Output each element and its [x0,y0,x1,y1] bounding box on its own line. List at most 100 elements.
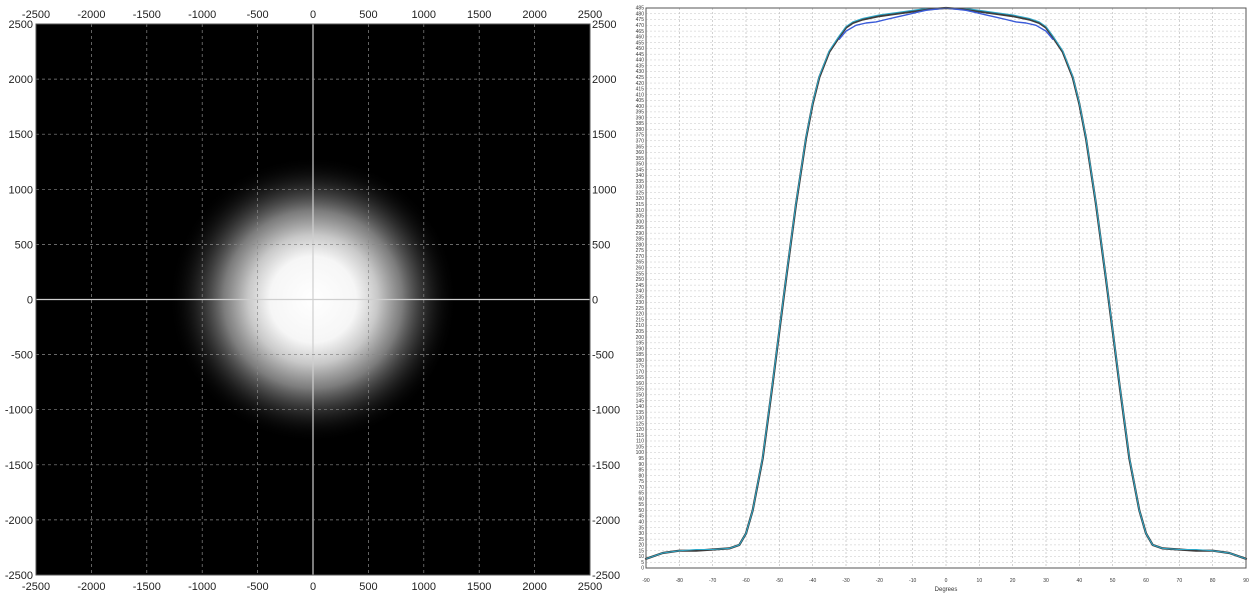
profile-y-tick-label: 385 [636,121,645,127]
profile-y-tick-label: 120 [636,427,645,433]
profile-y-tick-label: 470 [636,23,645,29]
heatmap-y-tick-label-left: -2500 [5,570,33,582]
heatmap-x-tick-label-top: 1000 [412,9,436,21]
profile-x-tick-label: -80 [676,578,683,584]
profile-y-tick-label: 220 [636,312,645,318]
profile-y-tick-label: 295 [636,225,645,231]
heatmap-x-tick-label-top: 500 [359,9,377,21]
profile-y-tick-label: 240 [636,289,645,295]
profile-x-tick-label: 50 [1110,578,1116,584]
profile-y-tick-label: 80 [638,473,644,479]
heatmap-y-tick-label-left: 2000 [9,74,33,86]
profile-y-tick-label: 75 [638,479,644,485]
profile-y-tick-label: 335 [636,179,645,185]
heatmap-x-tick-label-top: -500 [247,9,269,21]
heatmap-y-tick-label-left: 500 [15,239,33,251]
heatmap-x-tick-label-top: -2500 [22,9,50,21]
profile-y-tick-label: 35 [638,525,644,531]
intensity-profile-chart: -90 -80 -70 -60 -50 -40 -30 -20 -10 0 10 20 30 40 50 60… [636,6,1249,593]
profile-y-tick-label: 320 [636,196,645,202]
profile-x-tick-label: -10 [909,578,916,584]
profile-x-tick-label: -90 [642,578,649,584]
profile-y-tick-label: 265 [636,260,645,266]
profile-x-tick-label: -60 [742,578,749,584]
profile-x-tick-label: -20 [876,578,883,584]
profile-y-tick-label: 110 [636,439,644,445]
profile-x-tick-label: -50 [776,578,783,584]
profile-y-tick-label: 405 [636,98,645,104]
profile-y-tick-label: 185 [636,352,645,358]
heatmap-x-tick-label-top: -1000 [188,9,216,21]
heatmap-y-tick-label-right: 500 [592,239,610,251]
profile-x-tick-label: -70 [709,578,716,584]
profile-y-tick-label: 30 [638,531,644,537]
heatmap-x-tick-label-top: 2000 [522,9,546,21]
profile-x-tick-label: 70 [1177,578,1183,584]
profile-y-tick-label: 400 [636,104,645,110]
profile-y-tick-label: 180 [636,358,645,364]
profile-y-tick-label: 175 [636,364,645,370]
profile-y-tick-label: 215 [636,317,645,323]
profile-y-tick-label: 355 [636,156,645,162]
heatmap-x-tick-label-top: -1500 [133,9,161,21]
profile-x-tick-label: 60 [1143,578,1149,584]
profile-y-tick-label: 410 [636,92,645,98]
profile-y-tick-label: 250 [636,277,645,283]
profile-x-tick-label: -30 [842,578,849,584]
profile-y-tick-label: 450 [636,46,645,52]
heatmap-x-tick-label-bottom: -500 [247,581,269,593]
heatmap-y-tick-label-left: -500 [11,350,33,362]
profile-y-tick-label: 115 [636,433,644,439]
profile-y-tick-label: 90 [638,462,644,468]
profile-y-tick-label: 475 [636,17,645,23]
profile-y-tick-label: 40 [638,520,644,526]
heatmap-x-tick-label-bottom: 500 [359,581,377,593]
profile-y-tick-label: 255 [636,271,645,277]
heatmap-y-tick-label-left: -1000 [5,405,33,417]
profile-y-tick-label: 380 [636,127,645,133]
profile-y-tick-label: 280 [636,242,645,248]
profile-y-tick-label: 350 [636,162,645,168]
profile-y-tick-label: 210 [636,323,645,329]
heatmap-y-tick-label-left: 0 [27,295,33,307]
heatmap-y-tick-label-left: 1500 [9,129,33,141]
profile-x-tick-label: -40 [809,578,816,584]
profile-y-tick-label: 270 [636,254,645,260]
heatmap-x-tick-label-top: -2000 [77,9,105,21]
profile-y-tick-label: 155 [636,387,645,393]
profile-axes: -90 -80 -70 -60 -50 -40 -30 -20 -10 0 10 20 30 40 50 60… [636,6,1249,584]
profile-y-tick-label: 230 [636,300,645,306]
profile-x-tick-label: 40 [1077,578,1083,584]
profile-y-tick-label: 125 [636,421,645,427]
profile-y-tick-label: 365 [636,144,645,150]
profile-y-tick-label: 10 [638,554,644,560]
profile-y-tick-label: 390 [636,115,645,121]
profile-y-tick-label: 135 [636,410,645,416]
heatmap-y-tick-label-left: 1000 [9,184,33,196]
profile-y-tick-label: 330 [636,185,645,191]
profile-grid [645,7,1247,569]
profile-y-tick-label: 460 [636,35,645,41]
profile-y-tick-label: 285 [636,237,645,243]
heatmap-y-tick-label-right: 0 [592,295,598,307]
profile-y-tick-label: 95 [638,456,644,462]
profile-y-tick-label: 290 [636,231,645,237]
heatmap-x-tick-label-bottom: 1500 [467,581,491,593]
profile-y-tick-label: 55 [638,502,644,508]
profile-y-tick-label: 100 [636,450,645,456]
profile-y-tick-label: 205 [636,329,645,335]
heatmap-x-tick-label-bottom: 1000 [412,581,436,593]
profile-y-tick-label: 445 [636,52,645,58]
profile-y-tick-label: 25 [638,537,644,543]
profile-y-tick-label: 340 [636,173,645,179]
profile-frame [645,7,1247,569]
profile-y-tick-label: 45 [638,514,644,520]
profile-y-tick-label: 465 [636,29,645,35]
profile-y-tick-label: 420 [636,81,645,87]
heatmap-x-tick-label-bottom: -1500 [133,581,161,593]
profile-y-tick-label: 190 [636,346,645,352]
heatmap-x-tick-label-top: 2500 [578,9,602,21]
heatmap-y-tick-label-right: 2500 [592,19,616,31]
heatmap-y-tick-label-right: -500 [592,350,614,362]
profile-y-tick-label: 485 [636,6,645,12]
